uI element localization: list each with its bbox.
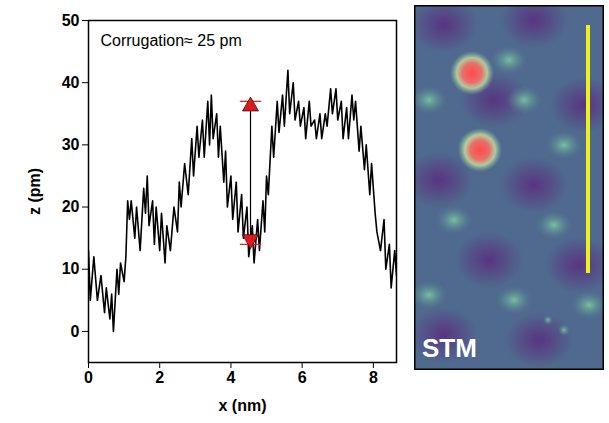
svg-text:8: 8 bbox=[369, 369, 378, 386]
svg-text:6: 6 bbox=[298, 369, 307, 386]
svg-text:0: 0 bbox=[71, 323, 80, 340]
svg-text:20: 20 bbox=[62, 198, 80, 215]
svg-text:Corrugation≈ 25 pm: Corrugation≈ 25 pm bbox=[101, 32, 242, 49]
svg-text:0: 0 bbox=[84, 369, 93, 386]
svg-text:10: 10 bbox=[62, 260, 80, 277]
svg-text:z (pm): z (pm) bbox=[26, 168, 43, 215]
svg-text:4: 4 bbox=[226, 369, 235, 386]
svg-text:2: 2 bbox=[155, 369, 164, 386]
svg-text:x (nm): x (nm) bbox=[219, 397, 267, 414]
svg-text:30: 30 bbox=[62, 136, 80, 153]
svg-text:40: 40 bbox=[62, 74, 80, 91]
svg-text:50: 50 bbox=[62, 12, 80, 29]
svg-text:STM: STM bbox=[422, 333, 477, 363]
